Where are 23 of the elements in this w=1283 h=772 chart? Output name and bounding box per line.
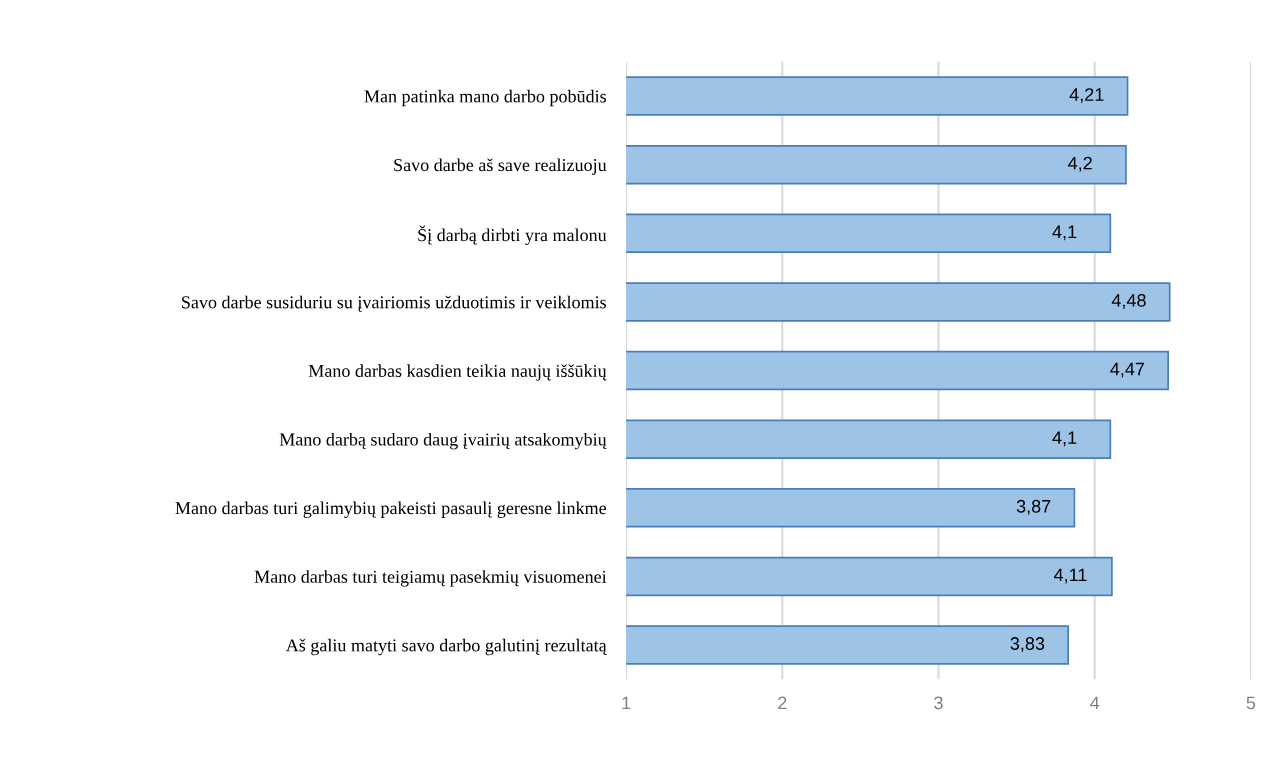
y-tick-label: Aš galiu matyti savo darbo galutinį rezultatą [285, 638, 607, 656]
data-label: 4,47 [1110, 362, 1145, 378]
y-tick-label: Savo darbe aš save realizuoju [394, 158, 607, 175]
x-tick-label: 5 [1246, 696, 1256, 710]
y-tick-label: Man patinka mano darbo pobūdis [364, 89, 606, 107]
data-label: 4,1 [1052, 431, 1077, 447]
data-label: 3,87 [1016, 499, 1051, 515]
x-tick-label: 1 [622, 696, 631, 710]
y-tick-label: Savo darbe susiduriu su įvairiomis užduotimis ir veiklomis [182, 295, 606, 312]
y-tick-label: Mano darbas turi galimybių pakeisti pasaulį geresne linkme [175, 501, 607, 518]
y-tick-label: Mano darbas kasdien teikia naujų iššūkių [308, 364, 607, 381]
x-tick-label: 3 [934, 696, 943, 710]
data-label: 4,11 [1053, 568, 1087, 584]
y-tick-label: Mano darbas turi teigiamų pasekmių visuomenei [254, 570, 607, 587]
y-tick-label: Šį darbą dirbti yra malonu [418, 225, 607, 245]
y-tick-label: Mano darbą sudaro daug įvairių atsakomybių [279, 432, 607, 450]
x-tick-label: 4 [1090, 696, 1100, 710]
data-label: 4,1 [1052, 225, 1077, 241]
x-tick-label: 2 [778, 696, 787, 710]
data-label: 4,2 [1068, 156, 1092, 172]
data-label: 4,48 [1111, 294, 1146, 309]
data-label: 4,21 [1069, 88, 1104, 104]
data-label: 3,83 [1010, 637, 1045, 653]
